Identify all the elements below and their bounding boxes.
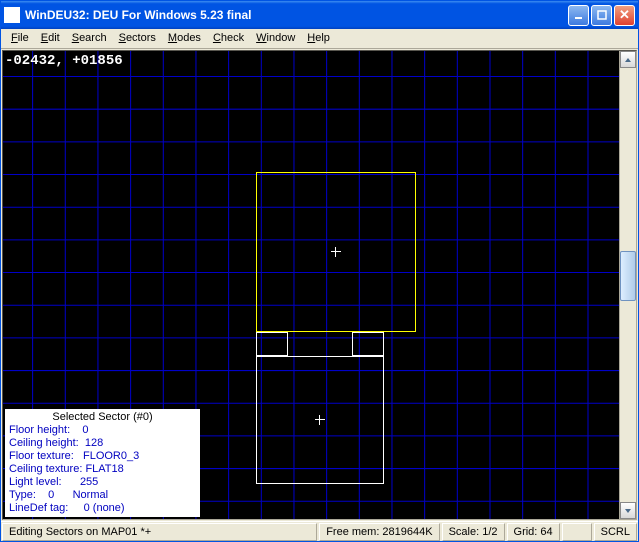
- sector-info-panel: Selected Sector (#0) Floor height: 0 Cei…: [5, 409, 200, 517]
- menu-search[interactable]: Search: [66, 31, 113, 46]
- menu-sectors[interactable]: Sectors: [113, 31, 162, 46]
- status-memory: Free mem: 2819644K: [319, 523, 439, 541]
- menu-edit[interactable]: Edit: [35, 31, 66, 46]
- status-blank1: [562, 523, 592, 541]
- scroll-thumb[interactable]: [620, 251, 636, 301]
- close-button[interactable]: ✕: [614, 5, 635, 26]
- window-controls: ✕: [568, 5, 635, 26]
- menubar: FileEditSearchSectorsModesCheckWindowHel…: [1, 29, 638, 49]
- menu-modes[interactable]: Modes: [162, 31, 207, 46]
- scroll-up-button[interactable]: [620, 51, 636, 68]
- info-floor-texture: Floor texture: FLOOR0_3: [9, 450, 196, 463]
- info-ceiling-height: Ceiling height: 128: [9, 437, 196, 450]
- info-ceiling-texture: Ceiling texture: FLAT18: [9, 463, 196, 476]
- info-linedef-tag: LineDef tag: 0 (none): [9, 502, 196, 515]
- sector-center-icon: [315, 415, 325, 425]
- status-scrl: SCRL: [594, 523, 637, 541]
- status-grid: Grid: 64: [507, 523, 560, 541]
- app-icon: [4, 7, 20, 23]
- menu-help[interactable]: Help: [301, 31, 336, 46]
- info-light-level: Light level: 255: [9, 476, 196, 489]
- window-title: WinDEU32: DEU For Windows 5.23 final: [25, 8, 568, 22]
- status-main: Editing Sectors on MAP01 *+: [2, 523, 317, 541]
- statusbar: Editing Sectors on MAP01 *+ Free mem: 28…: [1, 521, 638, 541]
- maximize-button[interactable]: [591, 5, 612, 26]
- menu-window[interactable]: Window: [250, 31, 301, 46]
- titlebar[interactable]: WinDEU32: DEU For Windows 5.23 final ✕: [1, 1, 638, 29]
- coordinates-readout: -02432, +01856: [5, 53, 123, 69]
- info-floor-height: Floor height: 0: [9, 424, 196, 437]
- scroll-down-button[interactable]: [620, 502, 636, 519]
- minimize-button[interactable]: [568, 5, 589, 26]
- menu-check[interactable]: Check: [207, 31, 250, 46]
- editor-viewport[interactable]: -02432, +01856 Selected Sector (#0) Floo…: [2, 50, 637, 520]
- sector-center-icon: [331, 247, 341, 257]
- app-window: WinDEU32: DEU For Windows 5.23 final ✕ F…: [0, 0, 639, 542]
- sector-rect[interactable]: [352, 332, 384, 356]
- sector-rect[interactable]: [256, 332, 288, 356]
- info-title: Selected Sector (#0): [9, 411, 196, 424]
- info-type: Type: 0 Normal: [9, 489, 196, 502]
- menu-file[interactable]: File: [5, 31, 35, 46]
- vertical-scrollbar[interactable]: [619, 51, 636, 519]
- status-scale: Scale: 1/2: [442, 523, 505, 541]
